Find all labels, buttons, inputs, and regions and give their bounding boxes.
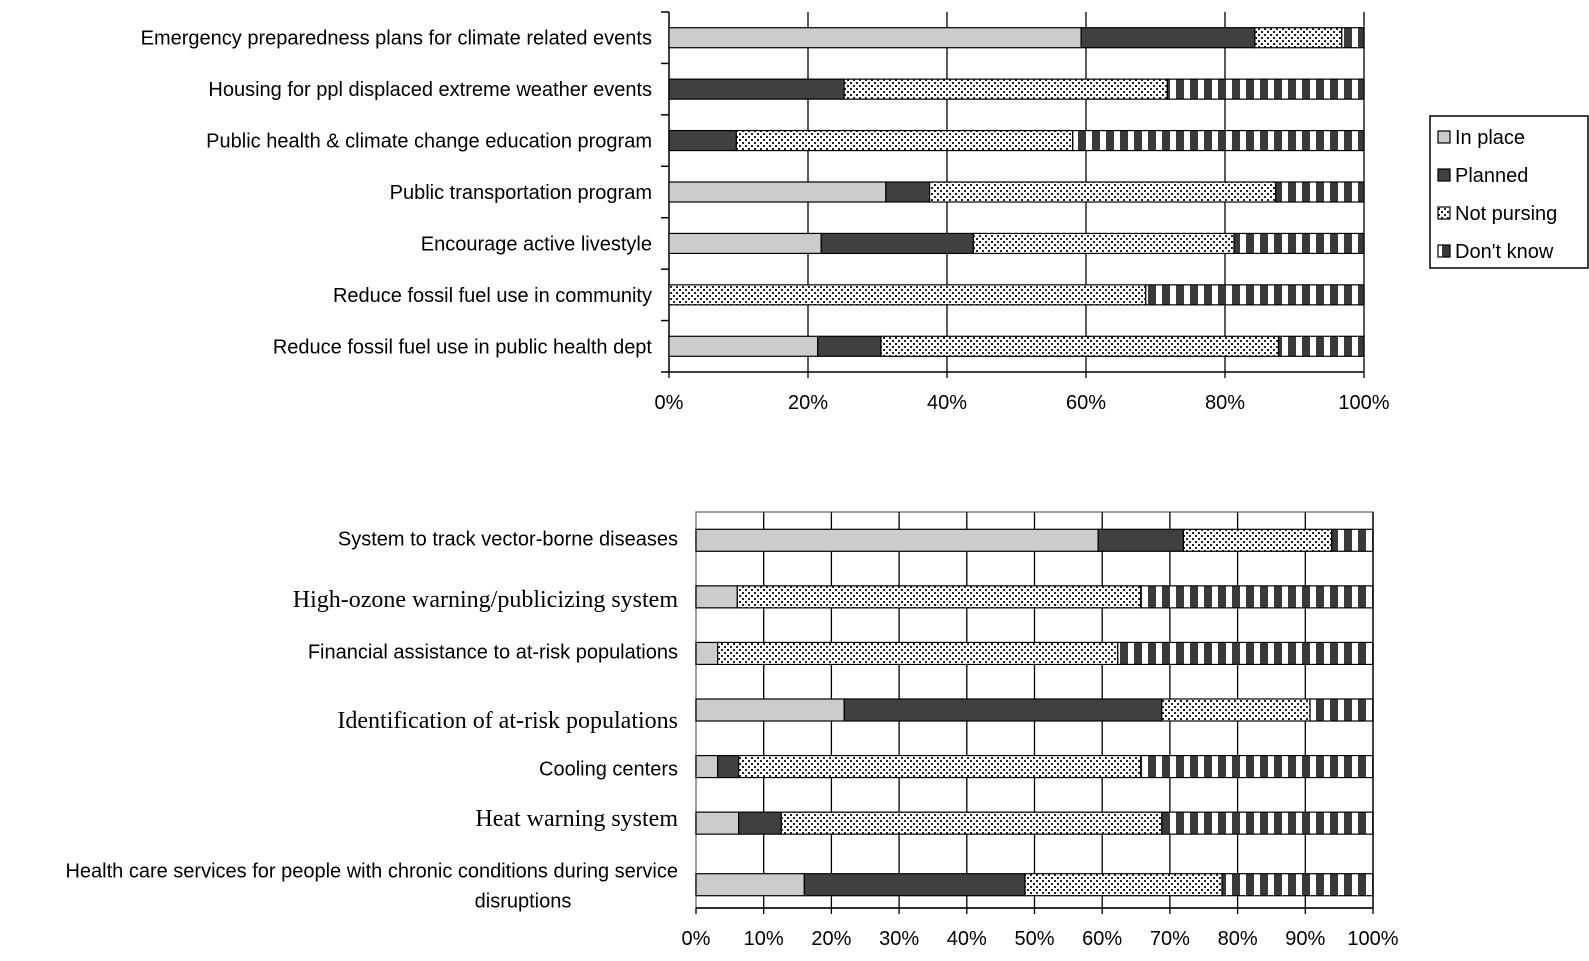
x-tick-label: 60%	[1082, 928, 1122, 950]
bar-segment-don-t-know	[1277, 335, 1365, 357]
legend: In place Planned Not pursing Don't know	[1429, 115, 1589, 269]
bar-segment-in-place	[695, 754, 719, 779]
top-chart: 0% 20% 40% 60% 80% 100% Emergency preparedness…	[141, 11, 1390, 414]
x-tick-label: 50%	[1014, 928, 1054, 950]
bar-segment-not-pursing	[1161, 698, 1311, 722]
legend-box	[1429, 115, 1589, 269]
category-label: Encourage active livestyle	[421, 233, 652, 255]
x-tick-label: 0%	[682, 928, 711, 950]
bar-segment-planned	[803, 873, 1026, 897]
category-label: Health care services for people with chr…	[65, 861, 678, 883]
bar-segment-don-t-know	[1275, 181, 1365, 203]
bar-segment-don-t-know	[1117, 641, 1374, 666]
bar-segment-in-place	[695, 528, 1099, 552]
bar-segment-not-pursing	[736, 585, 1142, 609]
bar-segment-in-place	[695, 698, 845, 722]
category-label: Housing for ppl displaced extreme weathe…	[208, 79, 652, 101]
category-label: Reduce fossil fuel use in community	[333, 285, 652, 307]
category-label-line2: disruptions	[475, 891, 572, 913]
x-tick-label: 20%	[788, 392, 828, 414]
category-label: Emergency preparedness plans for climate…	[141, 28, 652, 50]
bar-segment-in-place	[695, 811, 740, 835]
bar-segment-don-t-know	[1331, 528, 1374, 552]
x-tick-label: 80%	[1205, 392, 1245, 414]
bar-segment-planned	[817, 335, 882, 357]
category-label: Public health & climate change education…	[206, 131, 652, 153]
bar-segment-planned	[668, 129, 738, 152]
bar-segment-in-place	[668, 181, 887, 203]
category-label: High-ozone warning/publicizing system	[293, 587, 679, 613]
bar-segment-planned	[1080, 27, 1256, 49]
x-tick-label: 20%	[811, 928, 851, 950]
bar-segment-in-place	[695, 873, 805, 897]
category-label: Financial assistance to at-risk populati…	[308, 641, 678, 663]
legend-label-not-pursing: Not pursing	[1455, 203, 1557, 225]
x-tick-label: 90%	[1285, 928, 1325, 950]
bar-segment-not-pursing	[929, 181, 1277, 203]
category-label: Cooling centers	[539, 759, 678, 781]
bar-segment-not-pursing	[880, 335, 1280, 357]
bar-segment-planned	[1097, 528, 1185, 552]
bottom-chart: 0% 10% 20% 30% 40% 50% 60% 70% 80% 90% 100% System …	[65, 511, 1399, 950]
bar-segment-don-t-know	[1140, 754, 1374, 779]
bar-segment-planned	[820, 232, 975, 255]
bar-segment-not-pursing	[717, 641, 1119, 666]
bar-segment-don-t-know	[1309, 698, 1374, 722]
x-tick-label: 40%	[927, 392, 967, 414]
bar-segment-not-pursing	[843, 78, 1168, 100]
bar-segment-don-t-know	[1161, 811, 1374, 835]
bar-segment-in-place	[668, 27, 1082, 49]
category-label: System to track vector-borne diseases	[338, 528, 678, 550]
legend-swatch-in-place	[1437, 130, 1451, 144]
bar-segment-planned	[717, 754, 740, 779]
bar-segment-planned	[885, 181, 931, 203]
x-tick-label: 100%	[1338, 392, 1389, 414]
bar-segment-not-pursing	[735, 129, 1074, 152]
bar-segment-in-place	[695, 641, 719, 666]
x-tick-label: 0%	[655, 392, 684, 414]
bar-segment-don-t-know	[1221, 873, 1374, 897]
x-tick-label: 10%	[744, 928, 784, 950]
bar-segment-planned	[843, 698, 1163, 722]
bar-segment-in-place	[695, 585, 738, 609]
x-tick-label: 40%	[947, 928, 987, 950]
legend-swatch-not-pursing	[1437, 206, 1451, 220]
category-label: Heat warning system	[475, 806, 678, 832]
category-label: Public transportation program	[390, 182, 652, 204]
x-tick-label: 60%	[1066, 392, 1106, 414]
legend-label-don-t-know: Don't know	[1455, 241, 1554, 263]
bar-segment-don-t-know	[1140, 585, 1374, 609]
bar-segment-not-pursing	[738, 754, 1142, 779]
x-tick-label: 100%	[1347, 928, 1398, 950]
x-tick-label: 80%	[1218, 928, 1258, 950]
bar-segment-in-place	[668, 335, 819, 357]
x-tick-label: 30%	[879, 928, 919, 950]
legend-label-planned: Planned	[1455, 165, 1528, 187]
bar-segment-not-pursing	[1182, 528, 1333, 552]
bar-segment-planned	[738, 811, 782, 835]
bar-segment-don-t-know	[1072, 129, 1365, 152]
legend-label-in-place: In place	[1455, 127, 1525, 149]
bar-segment-don-t-know	[1233, 232, 1365, 255]
x-tick-label: 70%	[1150, 928, 1190, 950]
bar-segment-don-t-know	[1166, 78, 1365, 100]
bar-segment-not-pursing	[1024, 873, 1223, 897]
category-label: Identification of at-risk populations	[337, 708, 678, 734]
bar-segment-planned	[668, 78, 845, 100]
legend-swatch-don-t-know	[1437, 244, 1451, 258]
bar-segment-don-t-know	[1145, 284, 1365, 306]
bar-segment-don-t-know	[1341, 27, 1365, 49]
bar-segment-not-pursing	[1254, 27, 1343, 49]
bar-segment-not-pursing	[668, 284, 1147, 306]
legend-swatch-planned	[1437, 168, 1451, 182]
bar-segment-not-pursing	[780, 811, 1163, 835]
bar-segment-in-place	[668, 232, 822, 255]
category-label: Reduce fossil fuel use in public health …	[273, 336, 653, 358]
bar-segment-not-pursing	[972, 232, 1235, 255]
